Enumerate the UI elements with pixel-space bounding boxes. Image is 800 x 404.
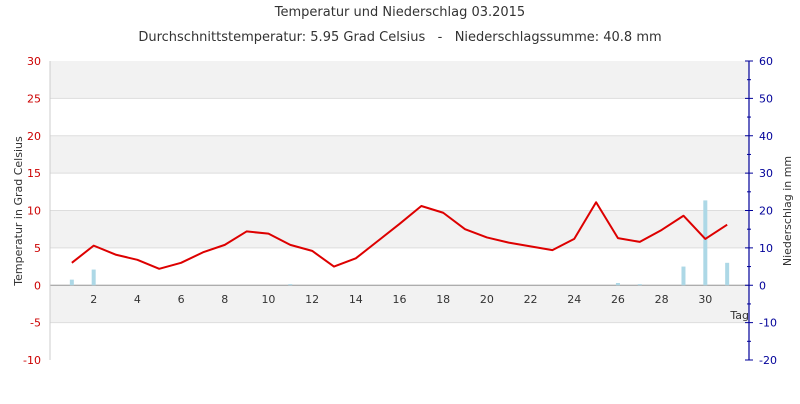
precipitation-bar bbox=[637, 284, 642, 286]
precipitation-bar bbox=[725, 262, 730, 286]
right-tick-label: -20 bbox=[759, 354, 777, 367]
left-tick-label: 10 bbox=[27, 205, 41, 218]
x-tick-label: 30 bbox=[698, 293, 712, 306]
x-tick-label: 20 bbox=[480, 293, 494, 306]
x-tick-label: 2 bbox=[90, 293, 97, 306]
temperature-line bbox=[71, 201, 728, 270]
right-tick-label: 20 bbox=[759, 205, 773, 218]
x-tick-label: 12 bbox=[305, 293, 319, 306]
precipitation-bar bbox=[288, 284, 293, 286]
left-tick-label: -10 bbox=[23, 354, 41, 367]
left-tick-label: 25 bbox=[27, 92, 41, 105]
right-tick-label: 10 bbox=[759, 242, 773, 255]
right-tick-label: 30 bbox=[759, 167, 773, 180]
right-tick-label: 50 bbox=[759, 92, 773, 105]
precipitation-bar bbox=[615, 283, 620, 286]
left-tick-label: -5 bbox=[30, 317, 41, 330]
x-tick-label: 18 bbox=[436, 293, 450, 306]
x-tick-label: 24 bbox=[567, 293, 581, 306]
precipitation-bar bbox=[69, 279, 74, 286]
x-tick-label: 6 bbox=[178, 293, 185, 306]
grid-band bbox=[50, 135, 749, 174]
left-axis-label: Temperatur in Grad Celsius bbox=[12, 136, 25, 287]
x-tick-label: 16 bbox=[393, 293, 407, 306]
left-tick-label: 5 bbox=[34, 242, 41, 255]
left-tick-label: 20 bbox=[27, 130, 41, 143]
right-tick-label: 0 bbox=[759, 279, 766, 292]
precipitation-bar bbox=[91, 269, 96, 286]
right-tick-label: 60 bbox=[759, 55, 773, 68]
x-tick-label: 22 bbox=[524, 293, 538, 306]
right-axis-label: Niederschlag in mm bbox=[781, 156, 794, 266]
x-tick-label: 4 bbox=[134, 293, 141, 306]
left-tick-label: 0 bbox=[34, 279, 41, 292]
x-tick-label: 8 bbox=[221, 293, 228, 306]
x-tick-label: 10 bbox=[261, 293, 275, 306]
precipitation-bar bbox=[703, 200, 708, 286]
chart-subtitle: Durchschnittstemperatur: 5.95 Grad Celsi… bbox=[138, 30, 661, 45]
left-tick-label: 15 bbox=[27, 167, 41, 180]
right-tick-label: 40 bbox=[759, 130, 773, 143]
x-tick-label: 14 bbox=[349, 293, 363, 306]
precipitation-bar bbox=[681, 266, 686, 286]
grid-band bbox=[50, 61, 749, 99]
x-tick-label: 26 bbox=[611, 293, 625, 306]
right-tick-label: -10 bbox=[759, 317, 777, 330]
left-tick-label: 30 bbox=[27, 55, 41, 68]
grid-band bbox=[50, 285, 749, 323]
chart-title: Temperatur und Niederschlag 03.2015 bbox=[274, 5, 525, 20]
x-axis-label: Tag bbox=[729, 309, 749, 322]
grid-band bbox=[50, 210, 749, 248]
x-tick-label: 28 bbox=[655, 293, 669, 306]
